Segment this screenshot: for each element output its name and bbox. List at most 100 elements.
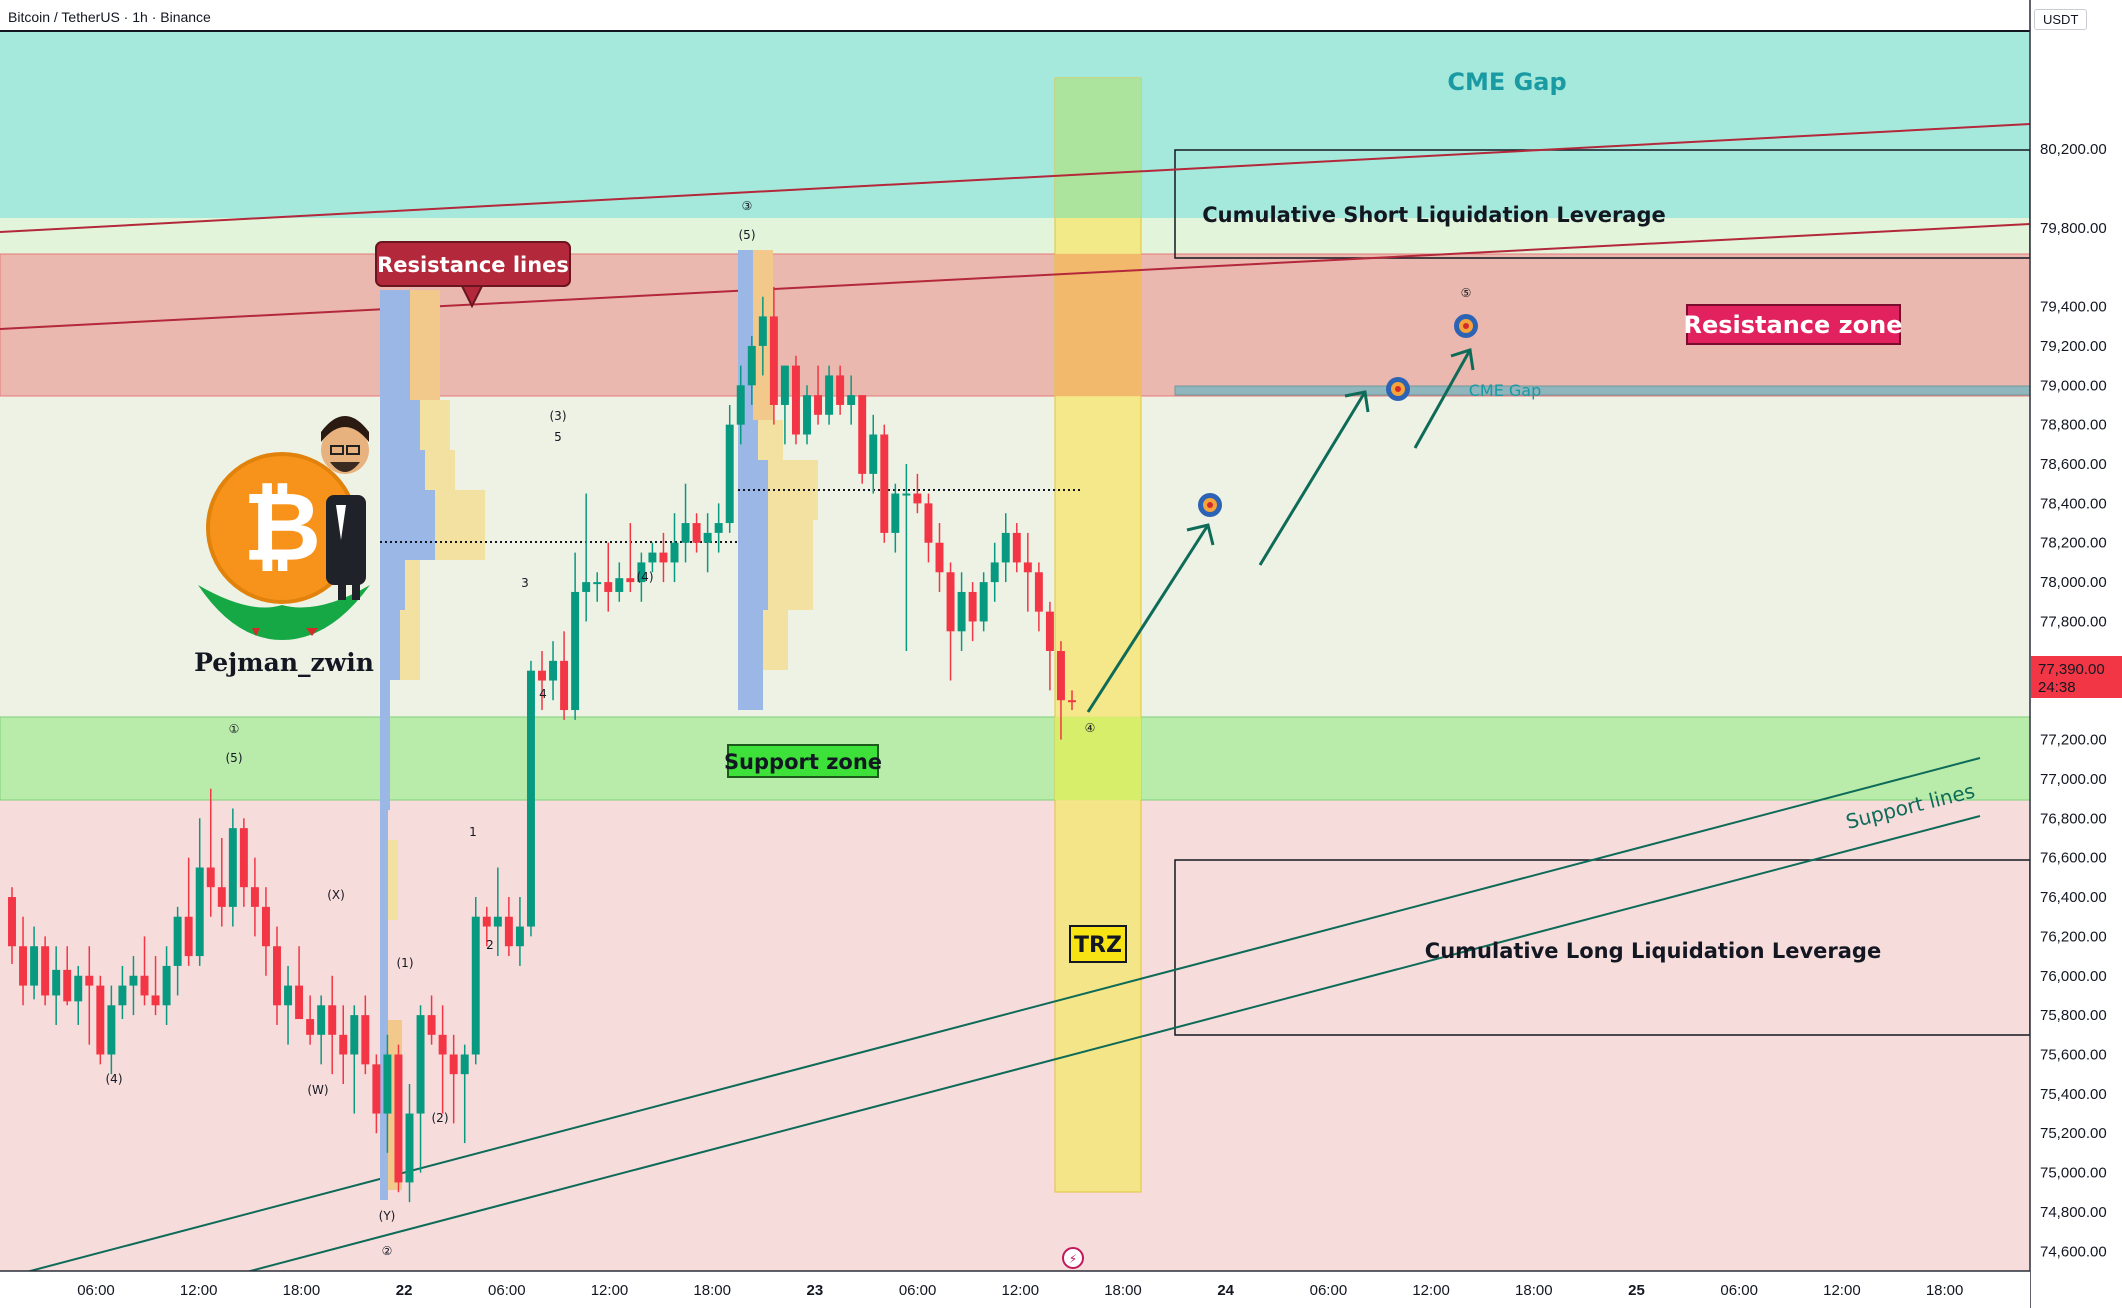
author-logo: ₿ Pejman_zwin	[194, 416, 374, 677]
candle-body	[924, 503, 933, 543]
price-tick-7: 78,400.00	[2040, 495, 2107, 512]
candle-body	[891, 493, 900, 533]
candle-body	[438, 1034, 447, 1055]
price-tick-5: 78,800.00	[2040, 417, 2107, 434]
time-tick-9: 12:00	[1002, 1282, 1040, 1299]
price-tick-20: 75,600.00	[2040, 1046, 2107, 1063]
candle-body	[990, 562, 999, 583]
candle-body	[626, 578, 635, 583]
last-price-value: 77,390.00	[2038, 661, 2105, 678]
candle-body	[449, 1054, 458, 1075]
candle-body	[41, 946, 50, 996]
svg-text:5: 5	[554, 430, 562, 444]
candle-body	[803, 395, 811, 435]
bearish-background	[0, 800, 2030, 1285]
candle-body	[560, 660, 569, 711]
candle-body	[648, 552, 657, 563]
svg-text:2: 2	[486, 938, 494, 952]
cme-gap-label: CME Gap	[1447, 68, 1566, 96]
currency-selector[interactable]: USDT	[2034, 9, 2088, 30]
time-tick-14: 18:00	[1515, 1282, 1553, 1299]
candle-body	[758, 316, 767, 346]
candle-body	[538, 670, 546, 681]
candle-body	[85, 975, 94, 986]
candle-body	[526, 670, 535, 927]
time-tick-8: 06:00	[899, 1282, 937, 1299]
candle-body	[30, 946, 39, 986]
svg-text:(X): (X)	[327, 888, 345, 902]
time-tick-16: 06:00	[1720, 1282, 1758, 1299]
price-tick-3: 79,200.00	[2040, 338, 2107, 355]
svg-text:4: 4	[539, 687, 547, 701]
candle-body	[946, 572, 955, 632]
price-tick-15: 76,600.00	[2040, 850, 2107, 867]
resistance-lines-callout: Resistance lines	[375, 241, 571, 309]
candle-body	[328, 1005, 337, 1035]
lightning-icon: ⚡	[1062, 1247, 1084, 1269]
author-name: Pejman_zwin	[194, 648, 374, 677]
candle-body	[162, 965, 171, 1006]
candle-body	[206, 867, 215, 888]
candle-body	[1034, 572, 1043, 612]
avatar-icon	[321, 416, 369, 600]
candle-body	[460, 1054, 469, 1075]
svg-text:④: ④	[1085, 721, 1096, 735]
candle-body	[659, 552, 668, 563]
time-tick-13: 12:00	[1412, 1282, 1450, 1299]
candle-body	[217, 887, 226, 907]
price-tick-25: 74,600.00	[2040, 1243, 2107, 1260]
time-axis[interactable]	[0, 1271, 2030, 1308]
candle-body	[637, 562, 646, 583]
candle-body	[902, 493, 911, 496]
price-tick-2: 79,400.00	[2040, 299, 2107, 316]
candle-body	[692, 523, 701, 543]
candle-body	[273, 946, 281, 1006]
time-tick-3: 22	[396, 1282, 413, 1299]
price-axis[interactable]	[2030, 0, 2122, 1308]
price-tick-16: 76,400.00	[2040, 889, 2107, 906]
candle-body	[880, 434, 889, 533]
candle-body	[703, 532, 712, 543]
target-icon	[1198, 314, 1478, 517]
candle-body	[339, 1034, 348, 1055]
candle-body	[8, 897, 16, 947]
svg-text:(1): (1)	[397, 956, 414, 970]
time-axis-ticks: 06:00 12:00 18:00 22 06:00 12:00 18:00 23 06:00 1…	[77, 1282, 1963, 1299]
time-tick-17: 12:00	[1823, 1282, 1861, 1299]
trz-zone	[1054, 77, 1142, 1193]
candle-body	[1056, 651, 1065, 701]
candle-body	[306, 1019, 315, 1035]
candle-body	[780, 365, 789, 405]
candle-body	[858, 395, 867, 474]
candle-body	[515, 926, 524, 947]
candle-body	[173, 916, 182, 966]
candle-body	[350, 1015, 359, 1055]
svg-text:⚡: ⚡	[1069, 1252, 1077, 1266]
chart-title: Bitcoin / TetherUS · 1h · Binance	[8, 9, 211, 25]
price-tick-24: 74,800.00	[2040, 1204, 2107, 1221]
svg-text:(5): (5)	[226, 751, 243, 765]
candle-body	[582, 582, 591, 592]
candle-body	[504, 916, 513, 947]
support-line-upper	[14, 757, 1981, 1276]
cme-gap-small-label: CME Gap	[1469, 381, 1542, 400]
time-tick-2: 18:00	[283, 1282, 321, 1299]
light-green-band	[0, 218, 2030, 254]
projection-arrows	[1086, 348, 1475, 713]
countdown-value: 24:38	[2038, 679, 2076, 696]
time-tick-12: 06:00	[1310, 1282, 1348, 1299]
candle-body	[869, 434, 878, 474]
candle-body	[195, 867, 204, 957]
candle-body	[383, 1054, 392, 1114]
candle-body	[482, 916, 491, 927]
candle-body	[814, 395, 823, 415]
price-tick-0: 80,200.00	[2040, 141, 2107, 158]
price-tick-14: 76,800.00	[2040, 810, 2107, 827]
time-tick-6: 18:00	[693, 1282, 731, 1299]
candle-body	[681, 523, 690, 543]
resistance-line-lower	[0, 223, 2031, 330]
time-tick-15: 25	[1628, 1282, 1645, 1299]
candle-body	[107, 1005, 116, 1055]
candle-body	[1023, 562, 1032, 573]
